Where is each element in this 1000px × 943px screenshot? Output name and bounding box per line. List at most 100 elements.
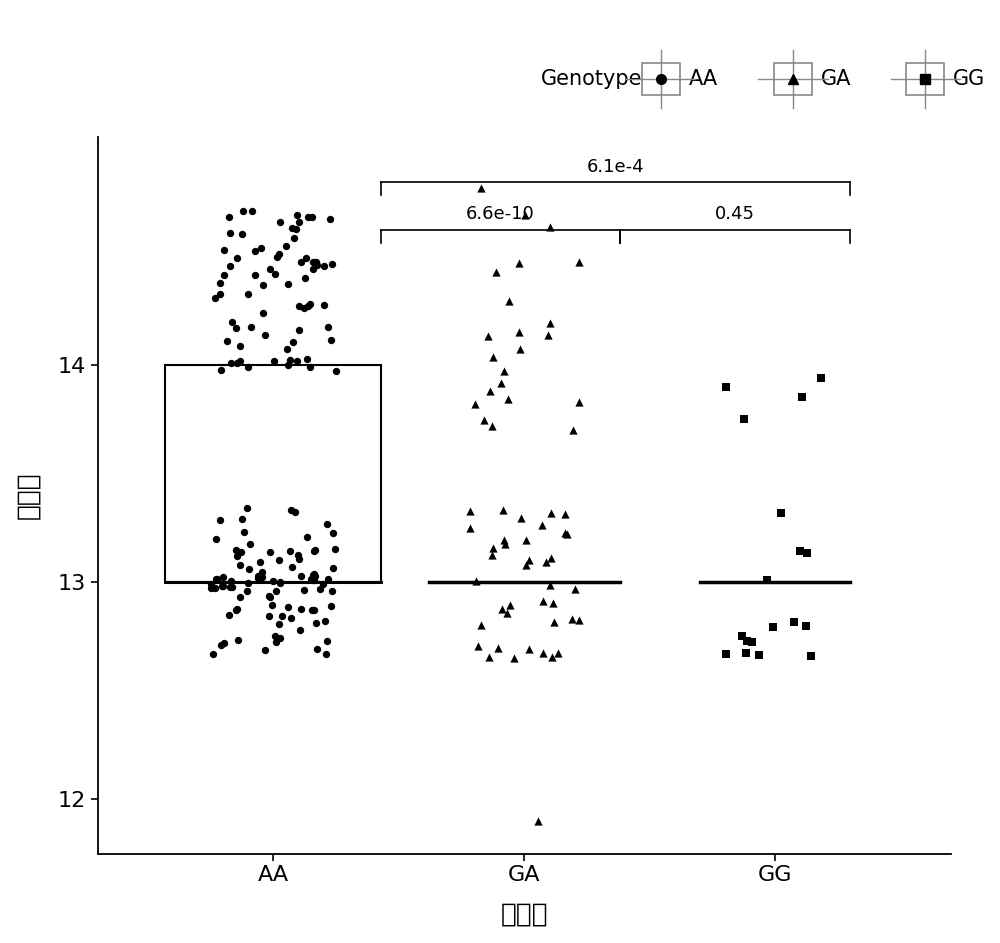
Point	[207, 290, 223, 306]
Point	[511, 325, 527, 340]
Point	[285, 335, 301, 350]
Point	[739, 634, 755, 649]
Point	[306, 602, 322, 617]
Point	[291, 323, 307, 338]
Point	[468, 573, 484, 588]
Point	[291, 299, 307, 314]
Point	[306, 543, 322, 558]
Point	[512, 341, 528, 356]
Point	[565, 422, 581, 438]
Point	[462, 504, 478, 519]
Point	[280, 358, 296, 373]
Point	[759, 572, 775, 587]
Text: 0.45: 0.45	[715, 206, 755, 223]
Point	[308, 616, 324, 631]
Point	[530, 814, 546, 829]
Point	[257, 328, 273, 343]
Text: Genotype: Genotype	[541, 69, 643, 90]
Point	[241, 561, 257, 576]
Point	[315, 576, 331, 591]
Point	[786, 615, 802, 630]
Text: GG: GG	[953, 69, 985, 90]
Point	[324, 256, 340, 272]
Point	[235, 204, 251, 219]
Point	[320, 571, 336, 587]
Point	[228, 542, 244, 557]
Point	[203, 581, 219, 596]
Point	[224, 580, 240, 595]
Point	[247, 243, 263, 258]
Point	[291, 552, 307, 567]
Point	[521, 641, 537, 656]
Point	[232, 589, 248, 604]
Point	[305, 255, 321, 270]
Point	[267, 628, 283, 643]
Point	[557, 525, 573, 540]
Point	[305, 261, 321, 276]
Point	[325, 560, 341, 575]
Point	[236, 524, 252, 539]
Point	[792, 543, 808, 558]
Point	[496, 364, 512, 379]
Point	[229, 356, 245, 371]
Point	[538, 554, 554, 570]
Point	[271, 246, 287, 261]
Point	[272, 575, 288, 590]
Point	[302, 359, 318, 374]
Point	[521, 553, 537, 568]
Point	[293, 255, 309, 270]
Point	[559, 527, 575, 542]
Point	[240, 576, 256, 591]
Point	[228, 321, 244, 336]
Point	[542, 316, 558, 331]
Point	[290, 547, 306, 562]
Point	[502, 598, 518, 613]
Point	[212, 287, 228, 302]
Point	[304, 209, 320, 224]
Point	[302, 297, 318, 312]
Point	[239, 501, 255, 516]
Point	[316, 297, 332, 312]
Point	[751, 648, 767, 663]
Y-axis label: 胸椎数: 胸椎数	[15, 472, 41, 519]
Text: 6.1e-4: 6.1e-4	[587, 157, 645, 175]
Point	[482, 384, 498, 399]
Point	[300, 299, 316, 314]
Point	[467, 396, 483, 411]
Point	[207, 581, 223, 596]
Point	[267, 267, 283, 282]
Point	[304, 603, 320, 618]
Point	[736, 412, 752, 427]
FancyBboxPatch shape	[642, 63, 680, 95]
Point	[234, 226, 250, 241]
Point	[284, 560, 300, 575]
Point	[318, 646, 334, 661]
Point	[738, 645, 754, 660]
Point	[320, 320, 336, 335]
Point	[293, 602, 309, 617]
Point	[306, 567, 322, 582]
Point	[744, 634, 760, 649]
Point	[229, 549, 245, 564]
Point	[272, 631, 288, 646]
Point	[765, 619, 781, 634]
Point	[229, 602, 245, 617]
Point	[495, 503, 511, 518]
Point	[255, 306, 271, 321]
Point	[223, 573, 239, 588]
Point	[229, 251, 245, 266]
Point	[564, 611, 580, 626]
Point	[288, 222, 304, 237]
Bar	[165, 365, 381, 582]
Point	[214, 578, 230, 593]
Point	[535, 646, 551, 661]
X-axis label: 基因型: 基因型	[500, 902, 548, 928]
FancyBboxPatch shape	[906, 63, 944, 95]
Point	[268, 634, 284, 649]
Point	[257, 642, 273, 657]
Point	[488, 265, 504, 280]
Point	[542, 220, 558, 235]
Point	[462, 521, 478, 536]
Point	[535, 594, 551, 609]
Point	[212, 513, 228, 528]
